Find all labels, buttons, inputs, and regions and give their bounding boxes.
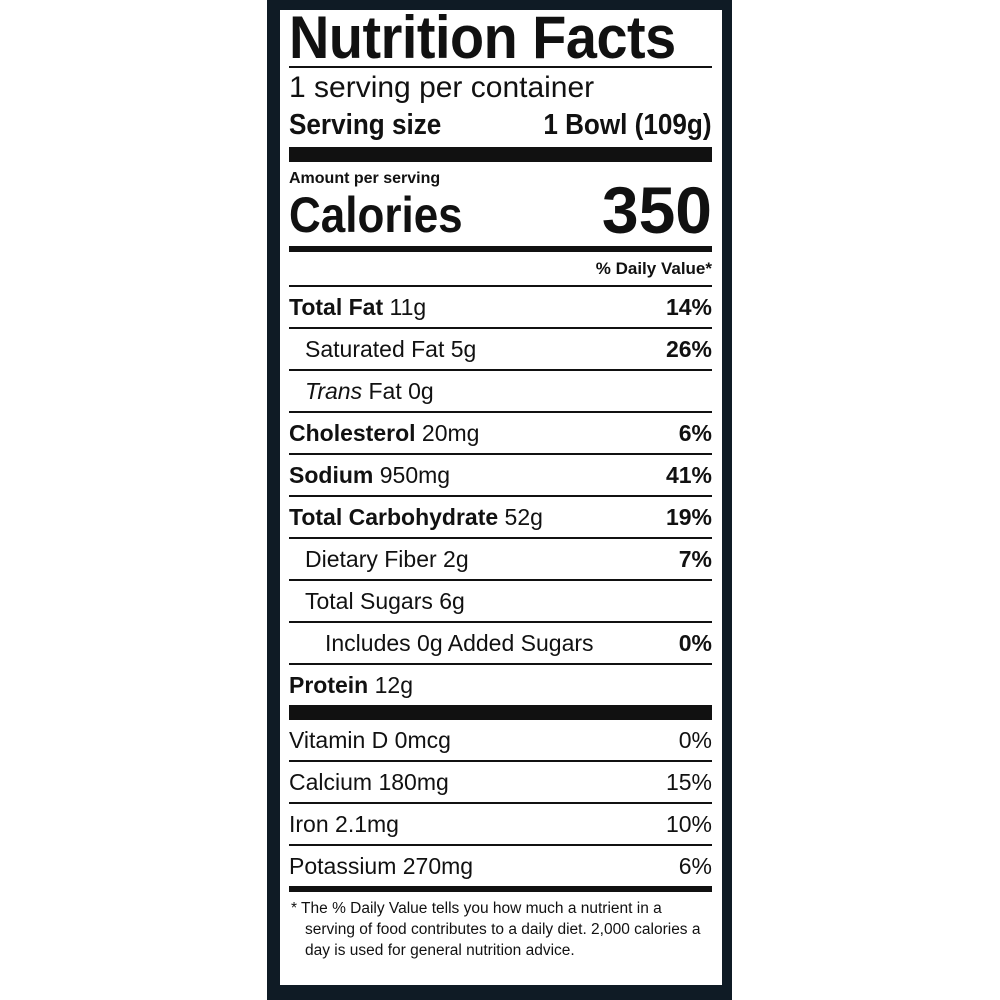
serving-size-value: 1 Bowl (109g) <box>543 109 712 141</box>
thick-divider <box>289 147 712 162</box>
footnote: * The % Daily Value tells you how much a… <box>291 900 701 959</box>
nutrient-amount: 2g <box>443 545 469 572</box>
amount-per-serving: Amount per serving <box>289 170 441 187</box>
nutrient-row-sodium: Sodium 950mg 41% <box>289 455 712 497</box>
nutrient-row-saturated-fat: Saturated Fat 5g 26% <box>289 329 712 371</box>
nutrient-row-cholesterol: Cholesterol 20mg 6% <box>289 413 712 455</box>
nutrient-name: Total Fat <box>289 293 384 320</box>
nutrient-name: Sodium <box>289 461 374 488</box>
label-panel <box>280 10 722 985</box>
nutrient-name: Includes 0g Added Sugars <box>325 629 594 656</box>
nutrient-amount: 6g <box>439 587 465 614</box>
nutrient-amount: 52g <box>504 503 543 530</box>
nutrient-row-protein: Protein 12g <box>289 665 712 705</box>
nutrient-amount: 11g <box>389 293 427 320</box>
medium-divider <box>289 886 712 892</box>
nutrient-amount: 20mg <box>421 419 480 446</box>
nutrient-name: Cholesterol <box>289 419 416 446</box>
nutrient-name: Dietary Fiber <box>305 545 437 572</box>
nutrient-dv: 7% <box>678 545 712 572</box>
vitamin-row: Iron 2.1mg 10% <box>289 804 712 846</box>
vitamin-dv: 10% <box>665 810 712 837</box>
nutrient-amount: 12g <box>374 671 413 698</box>
nutrient-name: Fat <box>368 377 402 404</box>
nutrient-dv: 6% <box>678 419 712 446</box>
vitamin-row: Calcium 180mg 15% <box>289 762 712 804</box>
vitamin-name: Vitamin D 0mcg <box>289 726 451 753</box>
nutrient-row-total-carbohydrate: Total Carbohydrate 52g 19% <box>289 497 712 539</box>
divider <box>289 285 712 287</box>
calories-label: Calories <box>289 187 463 243</box>
vitamin-name: Potassium 270mg <box>289 852 474 879</box>
vitamin-row: Vitamin D 0mcg 0% <box>289 720 712 762</box>
nutrient-amount: 950mg <box>379 461 451 488</box>
nutrient-name-italic: Trans <box>305 377 363 404</box>
vitamin-row: Potassium 270mg 6% <box>289 846 712 886</box>
nutrient-amount: 0g <box>408 377 434 404</box>
vitamin-dv: 15% <box>665 768 712 795</box>
divider <box>289 66 712 68</box>
calories-value: 350 <box>601 173 712 247</box>
nutrient-row-total-fat: Total Fat 11g 14% <box>289 287 712 329</box>
servings-per-container: 1 serving per container <box>289 71 595 104</box>
nutrient-amount: 5g <box>450 335 477 362</box>
vitamin-name: Calcium 180mg <box>289 768 449 795</box>
nutrient-dv: 26% <box>665 335 712 362</box>
nutrient-dv: 19% <box>665 503 712 530</box>
serving-size-label: Serving size <box>289 109 442 141</box>
nutrient-name: Total Sugars <box>305 587 433 614</box>
nutrient-name: Protein <box>289 671 369 698</box>
nutrient-dv: 14% <box>665 293 712 320</box>
calories-row: Calories 350 <box>289 173 712 247</box>
nutrient-name: Total Carbohydrate <box>289 503 499 530</box>
vitamin-dv: 0% <box>678 726 712 753</box>
nutrient-row-dietary-fiber: Dietary Fiber 2g 7% <box>289 539 712 581</box>
nutrient-dv: 41% <box>665 461 712 488</box>
label-title: Nutrition Facts <box>289 4 676 71</box>
thick-divider <box>289 705 712 720</box>
nutrient-name: Saturated Fat <box>305 335 445 362</box>
medium-divider <box>289 246 712 252</box>
nutrient-row-trans-fat: Trans Fat 0g <box>289 371 712 413</box>
serving-size-row: Serving size 1 Bowl (109g) <box>289 106 712 144</box>
nutrient-row-total-sugars: Total Sugars 6g <box>289 581 712 623</box>
nutrient-dv: 0% <box>678 629 712 656</box>
nutrition-facts-label: Nutrition Facts 1 serving per container … <box>289 4 712 961</box>
nutrient-row-added-sugars: Includes 0g Added Sugars 0% <box>289 623 712 665</box>
vitamin-name: Iron 2.1mg <box>289 810 399 837</box>
vitamin-dv: 6% <box>678 852 712 879</box>
daily-value-header: % Daily Value* <box>595 259 712 278</box>
